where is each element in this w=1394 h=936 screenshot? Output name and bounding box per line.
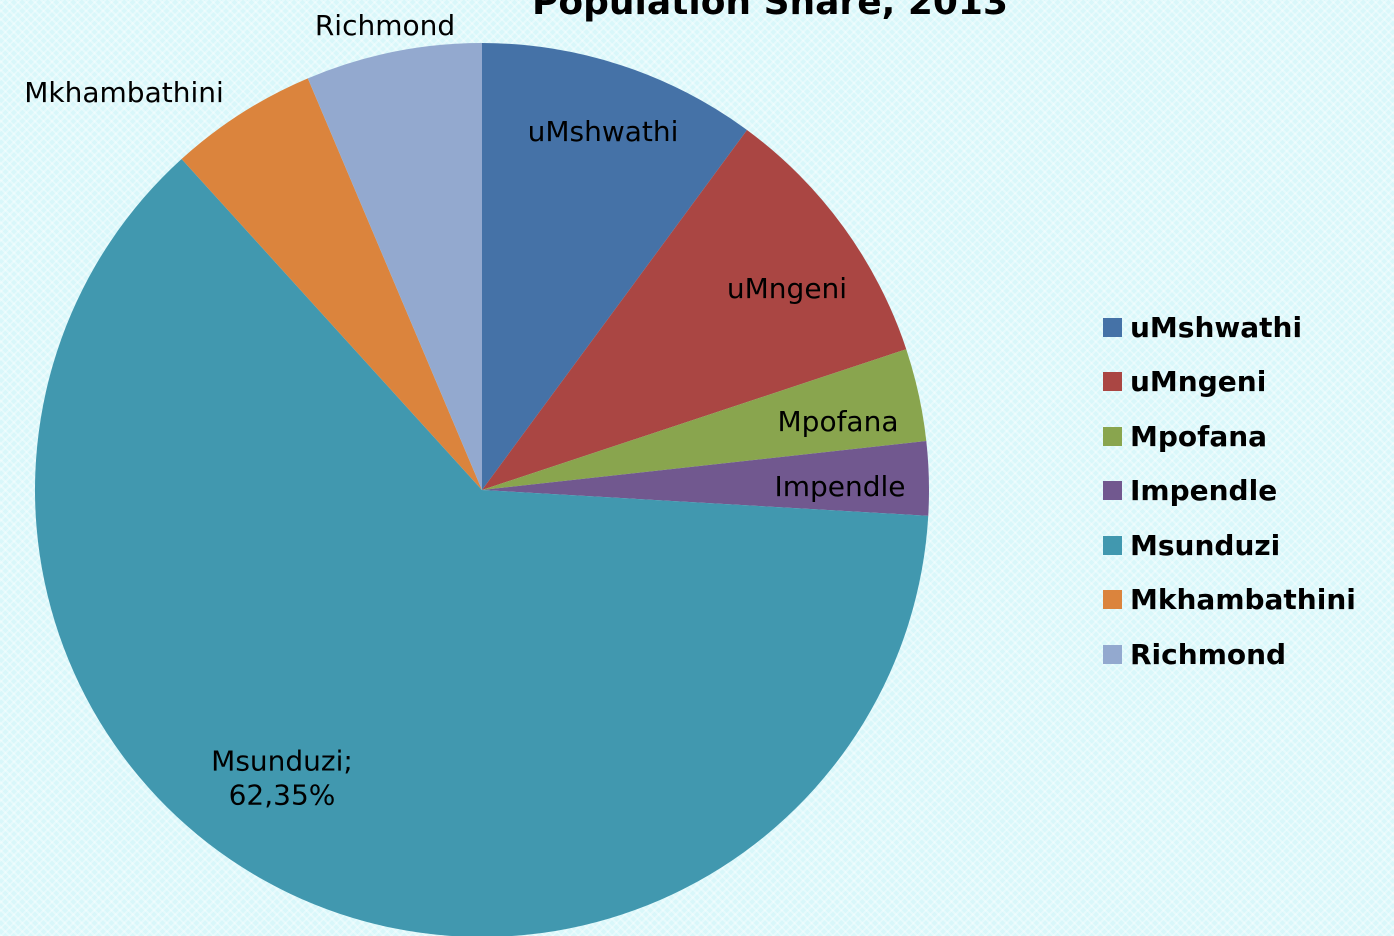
legend-swatch — [1103, 481, 1122, 500]
legend-item: Impendle — [1103, 471, 1277, 511]
pie-slice — [482, 349, 927, 490]
legend-swatch — [1103, 644, 1122, 664]
legend-label: uMshwathi — [1130, 310, 1303, 344]
legend-item: uMngeni — [1103, 362, 1266, 402]
data-label: Impendle — [774, 470, 906, 504]
legend-swatch — [1103, 372, 1122, 391]
legend-item: Msunduzi — [1103, 525, 1280, 565]
data-label: Mpofana — [777, 405, 899, 439]
pie-slice — [181, 78, 482, 490]
pie-slice — [35, 159, 929, 936]
legend-label: Msunduzi — [1130, 528, 1281, 562]
legend-item: uMshwathi — [1103, 307, 1302, 347]
pie-slice — [482, 130, 907, 490]
legend-swatch — [1103, 426, 1122, 446]
legend-item: Mpofana — [1103, 416, 1267, 456]
legend-item: Mkhambathini — [1103, 580, 1356, 620]
legend-label: Impendle — [1130, 474, 1278, 507]
legend-swatch — [1103, 317, 1122, 337]
legend-label: Richmond — [1130, 637, 1287, 671]
legend-swatch — [1103, 535, 1122, 555]
data-label: Richmond — [314, 9, 456, 43]
legend-label: Mpofana — [1130, 419, 1268, 453]
data-label: Mkhambathini — [24, 76, 224, 110]
pie-slice — [307, 43, 482, 490]
pie-slice — [482, 440, 929, 516]
data-label: uMshwathi — [527, 115, 679, 149]
legend-label: Mkhambathini — [1130, 583, 1356, 616]
pie-slice — [482, 43, 748, 490]
legend-swatch — [1103, 590, 1122, 609]
legend-item: Richmond — [1103, 634, 1286, 674]
data-label: Msunduzi; 62,35% — [211, 744, 353, 811]
data-label: uMngeni — [726, 272, 848, 306]
chart-title: Population Share, 2013 — [531, 0, 1009, 23]
legend-label: uMngeni — [1130, 365, 1267, 398]
